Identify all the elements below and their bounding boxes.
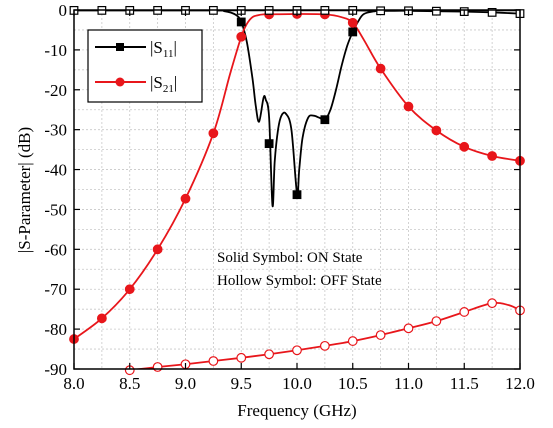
data-point-s21-on [347, 17, 358, 28]
data-point-s21-off [375, 330, 386, 340]
x-axis-title: Frequency (GHz) [237, 401, 356, 420]
x-tick-label: 10.0 [282, 374, 312, 393]
legend: |S11| |S21| [87, 29, 203, 103]
data-point-s11-off [487, 7, 497, 17]
tick-labels: 8.0 8.5 9.0 9.5 10.0 10.5 11.0 11.5 12.0 0 -10 -20 -… [44, 1, 535, 393]
axis-ticks [73, 9, 521, 370]
x-tick-label: 8.5 [119, 374, 140, 393]
data-point-s11-on [320, 115, 330, 125]
legend-s11-label: |S11| [150, 38, 177, 60]
data-point-s21-off [347, 336, 358, 346]
data-point-s21-on [403, 101, 414, 112]
data-point-s21-off [319, 340, 330, 351]
data-point-s21-on [487, 151, 498, 161]
data-point-s11-on [236, 17, 246, 27]
data-point-s21-on [180, 193, 191, 204]
data-point-s11-on [292, 190, 302, 200]
y-tick-label: -70 [44, 280, 67, 299]
y-tick-label: -30 [44, 121, 67, 140]
data-point-s21-on [96, 313, 107, 324]
data-point-s21-on [236, 31, 247, 42]
data-point-s21-on [124, 284, 135, 295]
annotation-solid-symbol: Solid Symbol: ON State [217, 250, 363, 266]
data-point-s21-off [264, 349, 275, 360]
x-tick-label: 12.0 [505, 374, 535, 393]
data-point-s21-off [487, 298, 498, 309]
data-point-s21-off [208, 356, 219, 366]
data-point-s11-off [376, 6, 386, 16]
legend-s21-marker [115, 77, 125, 87]
x-tick-label: 8.0 [63, 374, 84, 393]
data-point-s21-off [152, 362, 163, 372]
y-tick-label: -80 [44, 320, 67, 339]
data-point-s21-on [431, 125, 442, 136]
series-line-s11-on [74, 10, 520, 208]
legend-s11-marker [116, 43, 124, 51]
data-point-s21-on [152, 244, 163, 255]
y-tick-label: -50 [44, 200, 67, 219]
legend-s21-label: |S21| [150, 73, 177, 95]
y-tick-label: -90 [44, 360, 67, 379]
data-point-s21-on [459, 141, 470, 152]
y-tick-label: -40 [44, 161, 67, 180]
data-point-s11-on [264, 139, 274, 149]
data-point-s21-on [375, 63, 386, 74]
x-tick-label: 11.5 [450, 374, 479, 393]
x-tick-label: 10.5 [338, 374, 368, 393]
legend-box [87, 29, 203, 103]
y-tick-label: -20 [44, 81, 67, 100]
x-tick-label: 11.0 [394, 374, 423, 393]
data-point-s21-off [459, 307, 470, 317]
y-tick-label: 0 [59, 1, 68, 20]
x-tick-label: 9.0 [175, 374, 196, 393]
data-point-s21-off [292, 345, 302, 356]
data-point-s21-on [208, 128, 219, 139]
data-point-s21-off [403, 323, 414, 334]
annotation-hollow-symbol: Hollow Symbol: OFF State [217, 273, 382, 289]
y-tick-label: -10 [44, 41, 67, 60]
data-point-s21-off [431, 316, 442, 327]
data-point-s21-off [236, 352, 247, 363]
data-point-s11-off [431, 6, 441, 16]
data-point-s11-on [348, 27, 358, 37]
y-axis-title: |S-Parameter| (dB) [15, 127, 34, 253]
x-tick-label: 9.5 [231, 374, 252, 393]
y-tick-label: -60 [44, 240, 67, 259]
